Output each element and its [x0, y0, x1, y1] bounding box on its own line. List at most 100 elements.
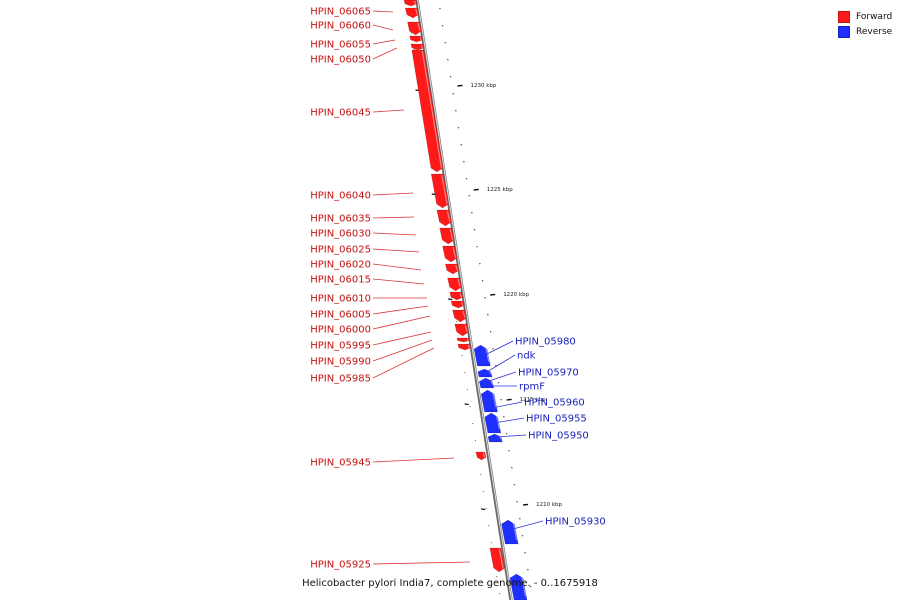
gene-highlight — [520, 574, 527, 597]
scale-tick-dot — [455, 110, 457, 112]
forward-gene-leader — [372, 561, 471, 565]
scale-tick-dot — [488, 525, 490, 527]
forward-gene-leader — [372, 457, 455, 463]
scale-tick-dot — [452, 93, 454, 95]
gene-highlight — [512, 520, 518, 541]
reverse-gene-label: rpmF — [519, 382, 545, 393]
legend-swatch-forward — [838, 10, 850, 23]
scale-tick-dot — [466, 389, 468, 391]
scale-tick-dot — [449, 76, 452, 78]
gene-highlight — [449, 228, 454, 241]
scale-tick-dot — [482, 491, 484, 493]
forward-gene-label: HPIN_06065 — [310, 7, 371, 18]
forward-gene-block — [439, 227, 455, 245]
gene-highlight — [461, 301, 464, 306]
gene-highlight — [455, 264, 459, 271]
reverse-gene-block — [484, 412, 502, 434]
scale-tick-dot — [500, 399, 502, 401]
reverse-gene-label: HPIN_05960 — [524, 398, 585, 409]
forward-gene-block — [411, 49, 444, 173]
scale-tick-dot — [503, 416, 505, 418]
forward-gene-leader — [372, 248, 420, 253]
forward-gene-leader — [372, 24, 394, 31]
leader-layer — [372, 10, 544, 565]
forward-gene-leader — [372, 232, 417, 236]
forward-gene-block — [407, 21, 422, 36]
scale-tick-dot — [461, 355, 463, 357]
scale-tick-dot — [524, 552, 526, 554]
scale-tick-dot — [472, 423, 474, 425]
reverse-gene-block — [480, 389, 498, 413]
gene-highlight — [464, 324, 468, 333]
forward-gene-block — [449, 291, 464, 301]
scale-tick-dot — [469, 406, 471, 408]
forward-gene-label: HPIN_06040 — [310, 191, 371, 202]
scale-tick-dot — [476, 246, 478, 248]
genome-backbone — [415, 0, 513, 600]
gene-highlight — [413, 0, 417, 5]
forward-gene-leader — [372, 216, 415, 219]
scale-tick-dot — [474, 440, 476, 442]
scale-tick-dot — [489, 331, 492, 333]
gene-highlight — [495, 413, 500, 430]
gene-highlight — [498, 548, 504, 569]
gene-highlight — [492, 390, 497, 409]
forward-gene-leader — [372, 347, 435, 379]
scale-tick-dot — [441, 25, 444, 27]
scale-tick-dot — [485, 508, 487, 510]
scale-tick-dot — [465, 178, 468, 180]
forward-gene-leader — [372, 339, 433, 362]
scale-tick-dot — [487, 314, 489, 316]
scale-tick-dot — [457, 127, 460, 129]
scale-tick-dot — [484, 297, 486, 299]
forward-gene-leader — [372, 192, 414, 196]
forward-gene-leader — [372, 263, 422, 271]
gene-highlight — [417, 22, 421, 32]
scale-label: 1220 kbp — [503, 292, 529, 298]
scale-tick-dot — [521, 535, 524, 537]
legend-swatch-reverse — [838, 25, 850, 38]
gene-highlight — [482, 452, 486, 458]
scale-layer: 1230 kbp 1225 kbp 1220 kbp 1215 kbp 1210 kbp — [415, 83, 563, 511]
scale-major-tick — [448, 298, 453, 301]
reverse-gene-block — [509, 573, 528, 600]
forward-gene-block — [404, 7, 420, 19]
scale-tick-dot — [511, 467, 513, 469]
forward-gene-label: HPIN_06035 — [310, 214, 371, 225]
forward-gene-block — [447, 277, 462, 292]
scale-tick-dot — [460, 144, 462, 146]
scale-major-tick — [481, 508, 486, 511]
forward-gene-label: HPIN_06030 — [310, 229, 371, 240]
gene-highlight — [415, 8, 418, 15]
scale-major-tick — [464, 403, 469, 406]
scale-tick-dot — [463, 161, 465, 163]
scale-label: 1225 kbp — [487, 187, 513, 193]
forward-gene-label: HPIN_06050 — [310, 55, 371, 66]
forward-gene-block — [409, 35, 423, 43]
reverse-gene-block — [501, 519, 519, 545]
forward-gene-leader — [372, 315, 431, 330]
reverse-gene-leader — [493, 417, 525, 424]
forward-gene-label: HPIN_06020 — [310, 260, 371, 271]
forward-gene-block — [410, 43, 425, 51]
forward-gene-label: HPIN_05995 — [310, 341, 371, 352]
genome-backbone-highlight — [417, 0, 513, 600]
forward-gene-leader — [372, 305, 429, 315]
reverse-gene-leader — [482, 340, 514, 357]
gene-highlight — [457, 278, 461, 288]
reverse-gene-block — [473, 344, 491, 367]
forward-gene-label: HPIN_05925 — [310, 560, 371, 571]
scale-tick-dot — [468, 195, 470, 197]
scale-tick-dot — [495, 365, 497, 367]
legend-label-reverse: Reverse — [856, 26, 893, 37]
forward-gene-block — [454, 323, 469, 337]
forward-gene-label: HPIN_05990 — [310, 357, 371, 368]
reverse-gene-leader — [485, 371, 517, 383]
forward-gene-block — [436, 209, 452, 227]
scale-tick-dot — [527, 569, 529, 571]
forward-gene-leader — [372, 109, 405, 113]
reverse-gene-label: ndk — [517, 351, 536, 362]
gene-highlight — [462, 310, 466, 319]
reverse-gene-leader — [512, 520, 544, 530]
